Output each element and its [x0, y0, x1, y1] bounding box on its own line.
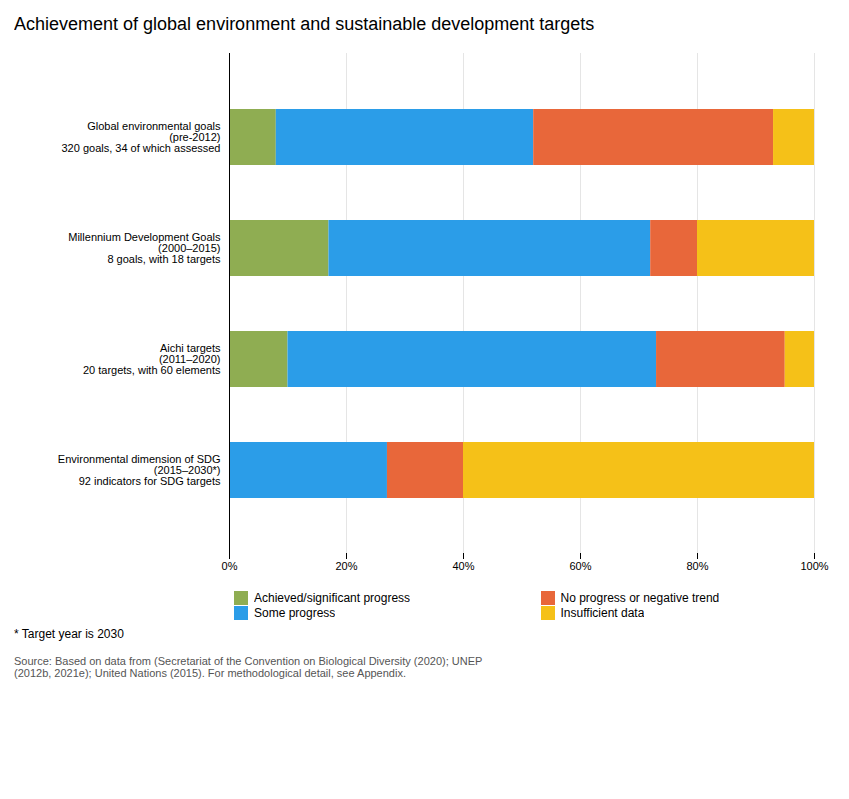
html-text:Achieved/significant progress: Achieved/significant progress: [254, 591, 411, 605]
svg-text:Global environmental goals(pre: Global environmental goals(pre-2012)320 …: [62, 120, 221, 154]
svg-text:80%: 80%: [686, 560, 708, 572]
html-text:Source: Based on data from (Se: Source: Based on data from (Secretariat …: [14, 655, 483, 679]
html-text:Some progress: Some progress: [254, 606, 336, 620]
html-text:Insufficient data: Insufficient data: [560, 606, 645, 620]
svg-text:20%: 20%: [335, 560, 357, 572]
svg-text:40%: 40%: [452, 560, 474, 572]
svg-text:60%: 60%: [569, 560, 591, 572]
html-text:No progress or negative trend: No progress or negative trend: [560, 591, 720, 605]
svg-text:Environmental dimension of SDG: Environmental dimension of SDG(2015–2030…: [58, 453, 221, 487]
svg-text:0%: 0%: [222, 560, 238, 572]
html-text:* Target year is 2030: * Target year is 2030: [14, 627, 124, 641]
svg-text:Aichi targets(2011–2020)20 tar: Aichi targets(2011–2020)20 targets, with…: [83, 342, 221, 376]
html-text:Achievement of global environm: Achievement of global environment and su…: [14, 14, 595, 34]
svg-text:Millennium Development Goals(2: Millennium Development Goals(2000–2015)8…: [68, 231, 221, 265]
svg-text:100%: 100%: [800, 560, 828, 572]
